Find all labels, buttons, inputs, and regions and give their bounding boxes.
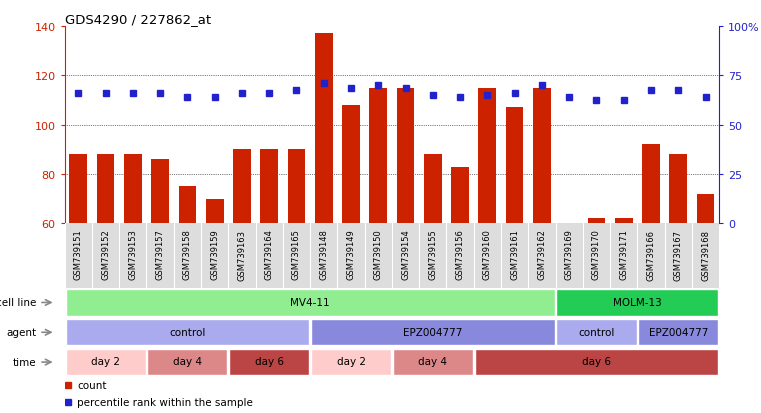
Bar	[475, 349, 718, 375]
Bar	[556, 290, 718, 316]
Bar	[696, 194, 715, 224]
Bar	[124, 155, 142, 224]
Text: GSM739169: GSM739169	[565, 229, 574, 280]
Text: GSM739162: GSM739162	[537, 229, 546, 280]
Text: GSM739164: GSM739164	[265, 229, 274, 280]
Bar	[151, 160, 169, 224]
Text: day 4: day 4	[419, 356, 447, 367]
Bar	[205, 199, 224, 224]
Text: day 6: day 6	[255, 356, 284, 367]
Bar	[587, 219, 605, 224]
Bar	[615, 219, 632, 224]
Text: GDS4290 / 227862_at: GDS4290 / 227862_at	[65, 13, 211, 26]
Text: control: control	[169, 327, 205, 337]
Text: day 2: day 2	[91, 356, 120, 367]
Text: GSM739152: GSM739152	[101, 229, 110, 280]
Bar	[97, 155, 114, 224]
Text: time: time	[13, 357, 37, 367]
Text: GSM739166: GSM739166	[647, 229, 655, 280]
Text: GSM739150: GSM739150	[374, 229, 383, 280]
Text: GSM739154: GSM739154	[401, 229, 410, 280]
Bar	[670, 155, 687, 224]
Text: count: count	[78, 380, 107, 391]
Text: cell line: cell line	[0, 298, 37, 308]
Bar	[65, 319, 309, 346]
Text: GSM739167: GSM739167	[673, 229, 683, 280]
Bar	[69, 155, 88, 224]
Bar	[315, 34, 333, 224]
Bar	[451, 167, 469, 224]
Bar	[638, 319, 718, 346]
Bar	[424, 155, 441, 224]
Text: GSM739161: GSM739161	[510, 229, 519, 280]
Text: GSM739151: GSM739151	[74, 229, 83, 280]
Text: GSM739170: GSM739170	[592, 229, 601, 280]
Text: percentile rank within the sample: percentile rank within the sample	[78, 397, 253, 407]
Bar	[179, 187, 196, 224]
Bar	[65, 349, 145, 375]
Text: EPZ004777: EPZ004777	[403, 327, 463, 337]
Text: day 2: day 2	[336, 356, 365, 367]
Text: GSM739153: GSM739153	[129, 229, 137, 280]
Bar	[148, 349, 228, 375]
Text: GSM739149: GSM739149	[346, 229, 355, 280]
Text: GSM739158: GSM739158	[183, 229, 192, 280]
Text: MOLM-13: MOLM-13	[613, 297, 662, 307]
Text: day 4: day 4	[173, 356, 202, 367]
Text: control: control	[578, 327, 615, 337]
Text: day 6: day 6	[582, 356, 611, 367]
Text: agent: agent	[7, 328, 37, 337]
Bar	[233, 150, 251, 224]
Text: GSM739155: GSM739155	[428, 229, 438, 280]
Bar	[229, 349, 309, 375]
Bar	[342, 106, 360, 224]
Text: GSM739156: GSM739156	[456, 229, 464, 280]
Bar	[311, 349, 391, 375]
Bar	[506, 108, 524, 224]
Text: GSM739171: GSM739171	[619, 229, 628, 280]
Bar	[396, 88, 415, 224]
Bar	[65, 290, 555, 316]
Text: GSM739165: GSM739165	[292, 229, 301, 280]
Bar	[260, 150, 278, 224]
Text: MV4-11: MV4-11	[290, 297, 330, 307]
Bar	[642, 145, 660, 224]
Bar	[393, 349, 473, 375]
Bar	[311, 319, 555, 346]
Bar	[533, 88, 551, 224]
Text: EPZ004777: EPZ004777	[648, 327, 708, 337]
Bar	[288, 150, 305, 224]
Text: GSM739163: GSM739163	[237, 229, 247, 280]
Bar	[369, 88, 387, 224]
Text: GSM739159: GSM739159	[210, 229, 219, 280]
Text: GSM739160: GSM739160	[483, 229, 492, 280]
Bar	[479, 88, 496, 224]
Text: GSM739168: GSM739168	[701, 229, 710, 280]
Text: GSM739148: GSM739148	[320, 229, 328, 280]
Bar	[556, 319, 636, 346]
Text: GSM739157: GSM739157	[156, 229, 164, 280]
